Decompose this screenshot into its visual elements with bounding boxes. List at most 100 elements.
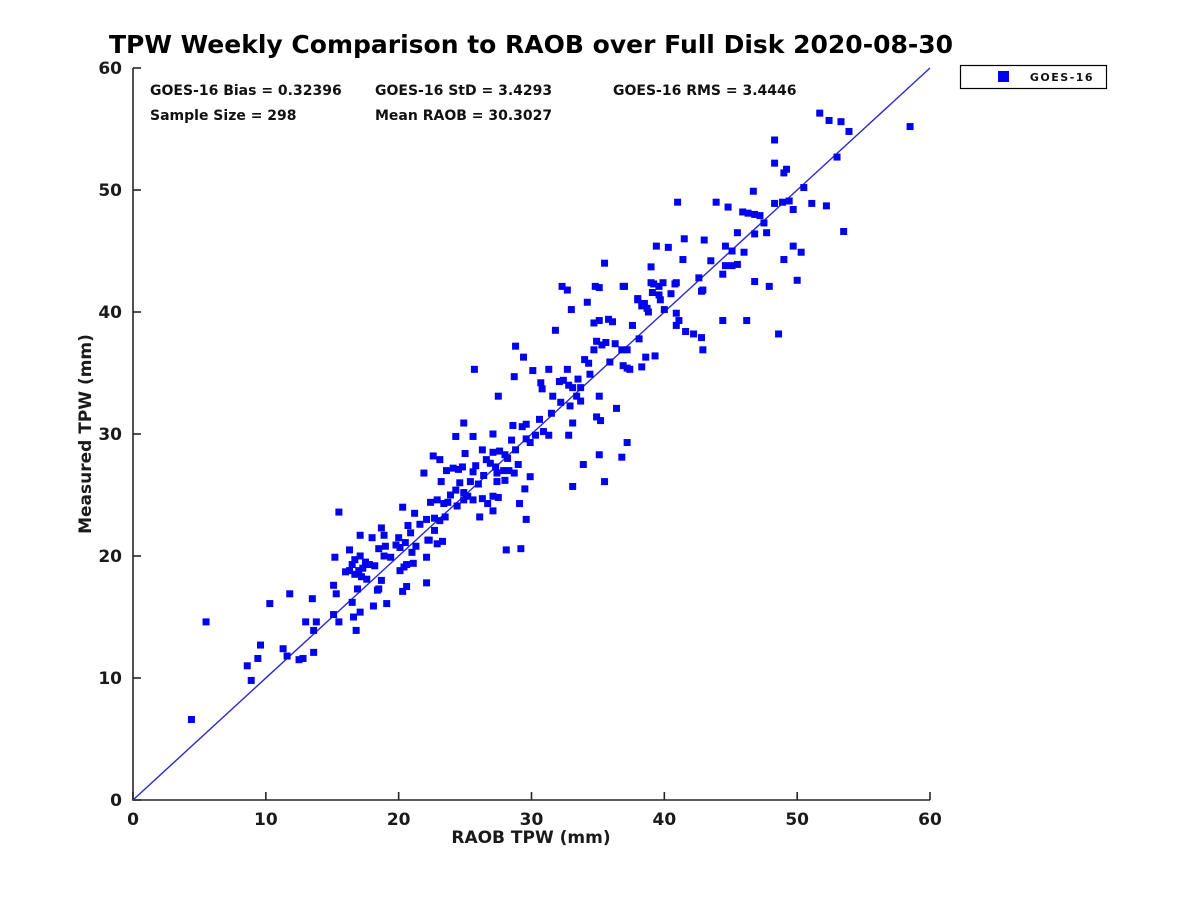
scatter-point [763, 229, 771, 237]
scatter-point [789, 242, 797, 250]
stat-bias: GOES-16 Bias = 0.32396 [150, 83, 342, 99]
scatter-point [489, 430, 497, 438]
scatter-point [535, 415, 543, 423]
scatter-point [521, 485, 529, 493]
scatter-point [474, 480, 482, 488]
scatter-point [342, 568, 350, 576]
scatter-point [518, 423, 526, 431]
scatter-point [719, 270, 727, 278]
scatter-point [667, 290, 675, 298]
stat-sample-size: Sample Size = 298 [150, 108, 297, 124]
scatter-point [549, 392, 557, 400]
scatter-point [436, 517, 444, 525]
scatter-point [569, 419, 577, 427]
scatter-point [601, 259, 609, 267]
scatter-point [642, 353, 650, 361]
scatter-point [505, 467, 513, 475]
scatter-point [590, 346, 598, 354]
y-axis-ticks: 0 10 20 30 40 50 60 [98, 59, 141, 811]
scatter-point [243, 662, 251, 670]
scatter-point [679, 256, 687, 264]
scatter-point [449, 464, 457, 472]
scatter-point [489, 507, 497, 515]
scatter-point [346, 567, 354, 575]
scatter-point [480, 471, 488, 479]
scatter-point [202, 618, 210, 626]
scatter-point [427, 498, 435, 506]
stat-std: GOES-16 StD = 3.4293 [375, 83, 552, 99]
y-tick-label: 0 [110, 791, 122, 811]
y-tick-label: 40 [98, 303, 122, 323]
stat-rms: GOES-16 RMS = 3.4446 [613, 83, 797, 99]
scatter-point [350, 613, 358, 621]
scatter-point [436, 456, 444, 464]
scatter-point [699, 286, 707, 294]
scatter-point [460, 489, 468, 497]
scatter-point [496, 447, 504, 455]
scatter-point [765, 282, 773, 290]
scatter-point [749, 187, 757, 195]
scatter-point [595, 451, 603, 459]
scatter-point [469, 468, 477, 476]
scatter-point [574, 375, 582, 383]
scatter-point [456, 479, 464, 487]
scatter-point [700, 236, 708, 244]
legend-label: GOES-16 [1030, 71, 1094, 84]
scatter-point [780, 169, 788, 177]
chart-title: TPW Weekly Comparison to RAOB over Full … [109, 30, 953, 59]
scatter-point [760, 219, 768, 227]
scatter-point [567, 306, 575, 314]
scatter-point [751, 278, 759, 285]
scatter-point [545, 431, 553, 439]
scatter-point [785, 197, 793, 205]
scatter-point [516, 500, 524, 508]
scatter-point [724, 203, 732, 211]
scatter-point [356, 608, 364, 616]
scatter-point [648, 288, 656, 296]
scatter-point [586, 370, 594, 378]
scatter-point [590, 319, 598, 327]
scatter-point [638, 363, 646, 371]
scatter-point [484, 500, 492, 508]
scatter-point [751, 210, 759, 218]
scatter-point [431, 514, 439, 522]
scatter-point [775, 330, 783, 338]
scatter-point [335, 508, 343, 516]
scatter-point [579, 461, 587, 468]
scatter-point [368, 534, 376, 542]
scatter-point [356, 531, 364, 539]
scatter-point [302, 618, 310, 626]
scatter-point [797, 248, 805, 256]
y-axis-label: Measured TPW (mm) [76, 334, 96, 534]
scatter-point [478, 495, 486, 503]
scatter-point [452, 486, 460, 494]
scatter-point [348, 561, 356, 569]
scatter-point [295, 656, 303, 664]
scatter-point [660, 306, 668, 314]
scatter-point [618, 453, 626, 461]
scatter-point [408, 548, 416, 556]
scatter-point [492, 463, 500, 471]
scatter-point [655, 282, 663, 290]
scatter-point [591, 282, 599, 290]
scatter-point [369, 602, 377, 610]
scatter-point [563, 286, 571, 294]
scatter-point [460, 496, 468, 504]
scatter-point [371, 562, 379, 570]
scatter-point [512, 446, 520, 454]
scatter-point [363, 575, 371, 583]
scatter-point [247, 676, 255, 684]
scatter-point [510, 373, 518, 381]
scatter-point [652, 242, 660, 250]
scatter-point [623, 346, 631, 354]
scatter-point [461, 450, 469, 458]
scatter-point [628, 321, 636, 329]
scatter-point [387, 553, 395, 561]
scatter-point [407, 529, 415, 537]
scatter-point [565, 381, 573, 389]
scatter-point [494, 392, 502, 400]
scatter-point [310, 626, 318, 634]
scatter-point [566, 402, 574, 410]
